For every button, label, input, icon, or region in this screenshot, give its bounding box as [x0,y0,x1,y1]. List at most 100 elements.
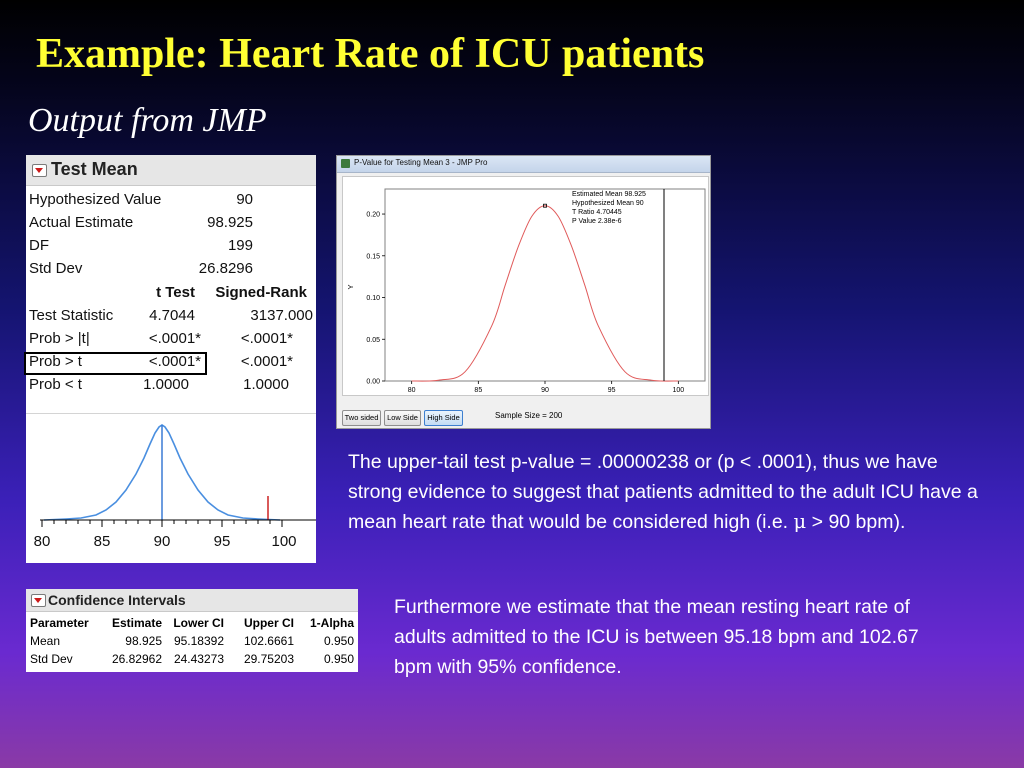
plot-frame [384,188,706,382]
confidence-intervals-header[interactable]: Confidence Intervals [26,589,358,612]
row-value: 98.925 [207,214,253,231]
annotation-hypothesized-mean: Hypothesized Mean 90 [572,200,644,207]
two-sided-button[interactable]: Two sided [342,410,381,426]
estimate-paragraph: Furthermore we estimate that the mean re… [394,596,919,678]
x-tick-label: 80 [408,387,416,394]
x-tick-label: 100 [271,533,296,550]
test-mean-row: Actual Estimate 98.925 [29,213,313,235]
row-label: DF [29,237,49,254]
stat-row: Prob < t 1.0000 1.0000 [29,375,313,397]
table-header-row: Parameter Estimate Lower CI Upper CI 1-A… [30,615,356,633]
row-label: Std Dev [29,260,83,277]
column-header: 1-Alpha [309,616,354,630]
jmp-pvalue-window: P-Value for Testing Mean 3 - JMP Pro 0.0… [336,155,711,429]
x-tick-label: 100 [672,387,684,394]
confidence-intervals-title: Confidence Intervals [48,592,186,608]
conclusion-paragraph: The upper-tail test p-value = .00000238 … [348,447,988,537]
x-tick-label: 85 [474,387,482,394]
column-header: Upper CI [243,616,294,630]
table-row: Mean 98.925 95.18392 102.6661 0.950 [30,633,356,651]
red-triangle-icon[interactable] [32,164,47,177]
y-axis-label: Y [346,284,355,289]
table-cell: 98.925 [125,634,162,648]
row-value: 26.8296 [198,260,253,277]
slide-subtitle: Output from JMP [28,102,267,139]
stat-row: Prob > |t| <.0001* <.0001* [29,329,313,351]
prob-greater-t-highlight [24,352,207,375]
x-tick-label: 85 [94,533,111,550]
test-mean-distribution-svg: 80 85 90 95 100 [34,424,316,550]
table-cell: 102.6661 [243,634,294,648]
test-mean-distribution-chart: 80 85 90 95 100 [26,413,316,564]
annotation-t-ratio: T Ratio 4.70445 [572,209,622,216]
low-side-button[interactable]: Low Side [384,410,421,426]
table-row: Std Dev 26.82962 24.43273 29.75203 0.950 [30,651,356,669]
y-tick-label: 0.00 [366,379,380,386]
y-tick-label: 0.10 [366,295,380,302]
column-header: Estimate [111,616,162,630]
stat-label: Prob > t [29,353,82,370]
red-triangle-icon[interactable] [31,594,46,607]
y-tick-label: 0.05 [366,337,380,344]
test-mean-panel: Test Mean Hypothesized Value 90 Actual E… [24,155,316,564]
conclusion-text: The upper-tail test p-value = .00000238 … [348,451,978,533]
table-cell: 26.82962 [111,652,162,666]
table-cell: 24.43273 [173,652,224,666]
stat-t-value: 4.7044 [149,307,195,324]
table-cell: Mean [30,634,61,648]
pvalue-chart-svg: 0.00 0.05 0.10 0.15 0.20 80 85 90 95 100 Estimat… [346,188,706,405]
stat-row: Test Statistic 4.7044 3137.000 [29,306,313,328]
stat-sr-value: 1.0000 [243,376,289,393]
x-tick-label: 90 [541,387,549,394]
table-cell: 0.950 [323,652,354,666]
row-label: Hypothesized Value [29,191,162,208]
jmp-app-icon [341,159,350,168]
conclusion-text-end: > 90 bpm). [806,511,906,533]
test-mean-row: DF 199 [29,236,313,258]
test-mean-row: Std Dev 26.8296 [29,259,313,281]
test-mean-header[interactable]: Test Mean [26,155,316,186]
sample-size-text: Sample Size = 200 [495,411,563,420]
x-tick-label: 80 [34,533,51,550]
y-tick-label: 0.20 [366,212,380,219]
y-tick-label: 0.15 [366,253,380,260]
stat-label: Prob > |t| [29,330,90,347]
density-curve [411,205,679,382]
test-mean-row: Hypothesized Value 90 [29,190,313,212]
table-cell: 29.75203 [243,652,294,666]
stat-column-headers: t Test Signed-Rank [29,283,313,305]
row-value: 90 [236,191,253,208]
stat-t-value: <.0001* [148,353,201,370]
stat-sr-value: <.0001* [240,353,293,370]
stat-label: Prob < t [29,376,82,393]
col-header-signed-rank: Signed-Rank [215,284,307,301]
row-label: Actual Estimate [29,214,134,231]
high-side-button[interactable]: High Side [424,410,463,426]
stat-sr-value: 3137.000 [250,307,313,324]
test-mean-title: Test Mean [51,159,138,179]
x-tick-label: 95 [214,533,231,550]
stat-t-value: 1.0000 [143,376,189,393]
stat-sr-value: <.0001* [240,330,293,347]
slide-title: Example: Heart Rate of ICU patients [36,31,705,77]
stat-t-value: <.0001* [148,330,201,347]
annotation-estimated-mean: Estimated Mean 98.925 [572,191,646,198]
window-titlebar[interactable]: P-Value for Testing Mean 3 - JMP Pro [337,156,710,173]
pvalue-plot-area: 0.00 0.05 0.10 0.15 0.20 80 85 90 95 100 Estimat… [342,176,709,405]
confidence-intervals-table: Parameter Estimate Lower CI Upper CI 1-A… [30,615,356,669]
table-cell: Std Dev [30,652,73,666]
confidence-intervals-panel: Confidence Intervals Parameter Estimate … [26,589,358,672]
stat-label: Test Statistic [29,307,114,324]
mu-symbol: μ [793,510,807,533]
table-cell: 0.950 [323,634,354,648]
column-header: Parameter [30,616,89,630]
row-value: 199 [227,237,253,254]
col-header-t-test: t Test [156,284,195,301]
peak-point-marker [543,203,547,208]
column-header: Lower CI [173,616,224,630]
x-tick-label: 95 [608,387,616,394]
x-tick-label: 90 [154,533,171,550]
stat-row: Prob > t <.0001* <.0001* [29,352,313,374]
annotation-p-value: P Value 2.38e-6 [572,218,622,225]
window-title: P-Value for Testing Mean 3 - JMP Pro [354,158,488,167]
